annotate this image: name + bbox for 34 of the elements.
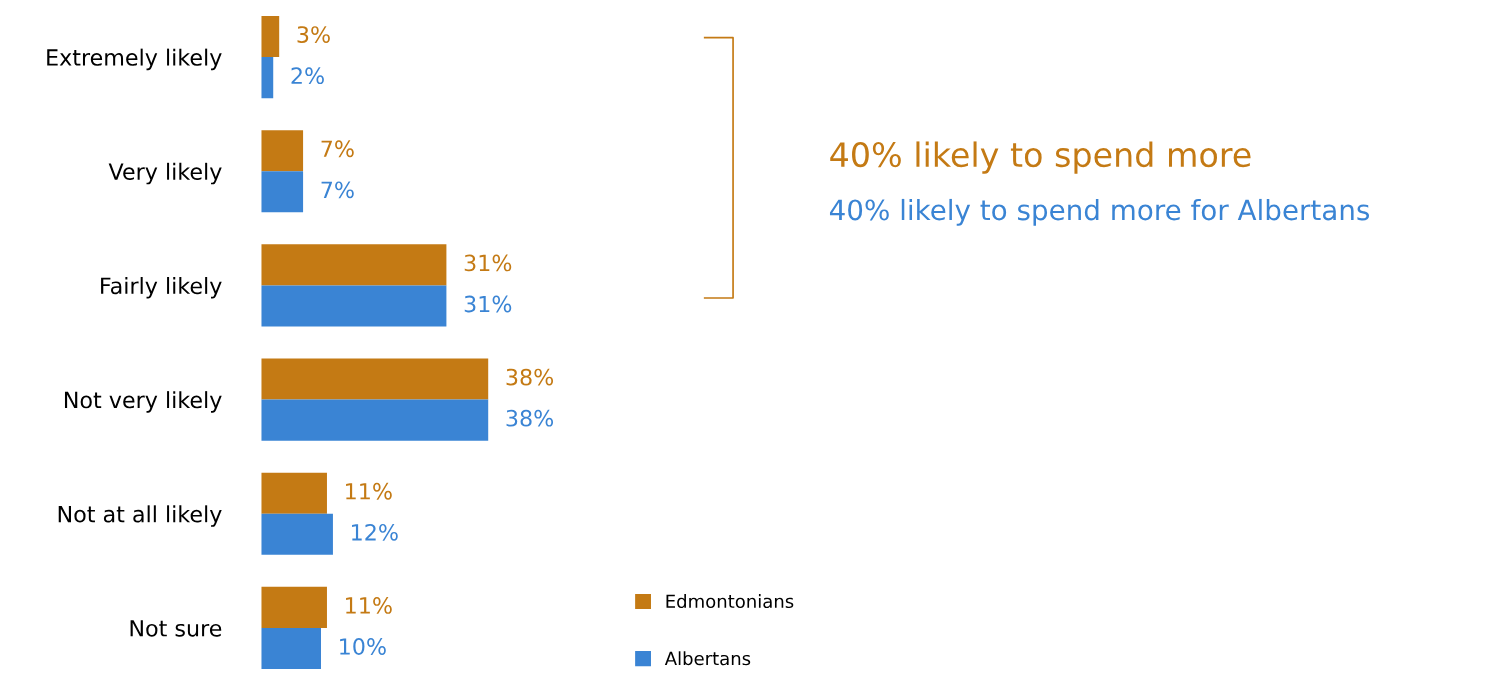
bar — [261, 244, 447, 286]
y-tick-label: Extremely likely — [47, 48, 222, 71]
data-label: 31% — [464, 254, 512, 272]
y-tick-label: Not at all likely — [58, 505, 222, 527]
legend-label: Albertans — [664, 651, 751, 666]
data-label: 3% — [297, 26, 330, 43]
bar — [261, 57, 274, 99]
bar — [261, 171, 304, 213]
data-label: 11% — [346, 597, 392, 614]
bar — [261, 15, 280, 58]
bar — [261, 285, 447, 327]
y-tick-label: Very likely — [108, 162, 222, 185]
data-label: 31% — [464, 295, 512, 313]
data-label: 12% — [352, 523, 398, 541]
bar — [261, 627, 321, 670]
data-label: 38% — [506, 409, 554, 427]
y-tick-label: Not sure — [130, 620, 222, 637]
legend-label: Edmontonians — [666, 594, 794, 609]
data-label: 38% — [506, 368, 554, 386]
data-label: 10% — [340, 638, 386, 655]
text: 40% likely to spend more for Albertans — [829, 198, 1370, 226]
data-label: 11% — [346, 482, 392, 500]
bar — [261, 130, 304, 172]
data-label: 7% — [321, 140, 354, 158]
bar — [261, 399, 489, 441]
bar — [261, 472, 327, 514]
text: 40% likely to spend more — [830, 141, 1251, 174]
data-label: 7% — [321, 181, 354, 199]
bar — [261, 586, 327, 628]
bar — [261, 358, 489, 400]
y-tick-label: Fairly likely — [101, 276, 222, 299]
data-label: 2% — [291, 67, 324, 85]
y-tick-label: Not very likely — [64, 391, 222, 413]
bar — [261, 513, 333, 555]
